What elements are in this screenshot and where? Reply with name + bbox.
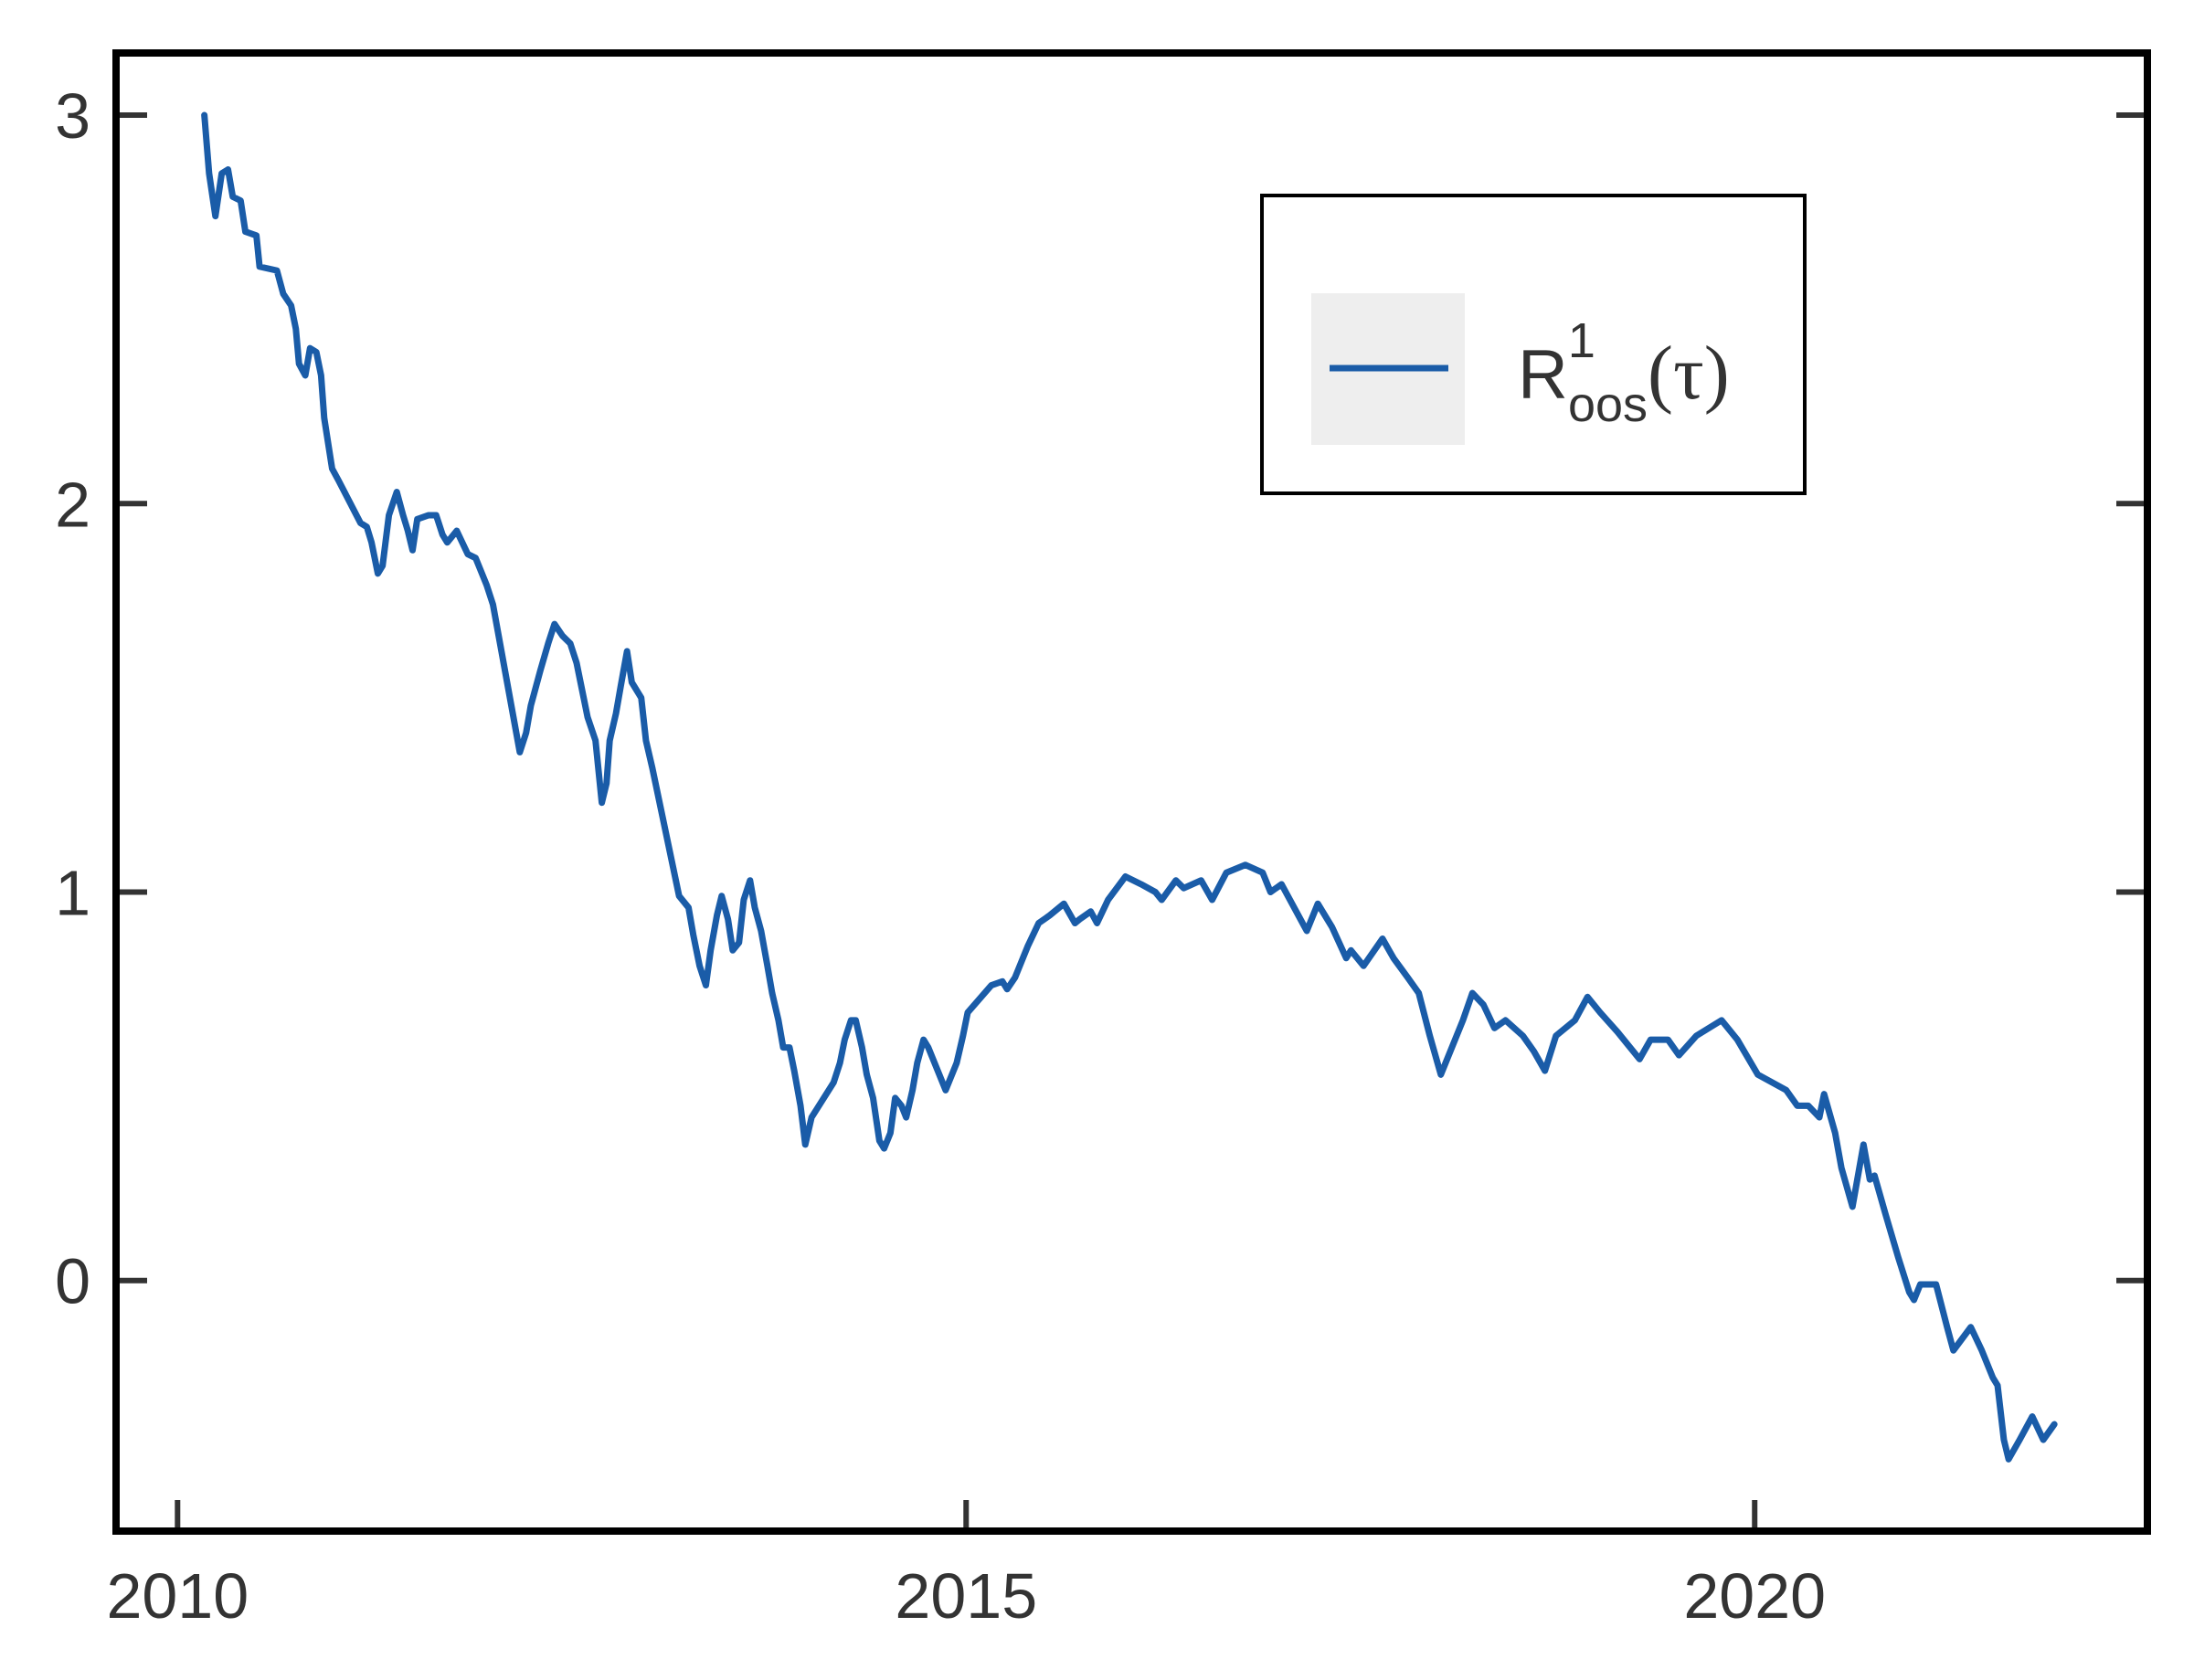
legend: R1 oos(τ) xyxy=(1260,194,1807,495)
plot-frame xyxy=(112,49,2151,1535)
y-tick-label: 3 xyxy=(55,80,90,152)
y-tick-label: 2 xyxy=(55,469,90,540)
legend-label: R1 oos(τ) xyxy=(1518,313,1730,432)
data-line xyxy=(201,111,2058,1463)
x-tick-label: 2010 xyxy=(106,1560,249,1632)
x-tick-label: 2020 xyxy=(1683,1560,1826,1632)
y-tick-label: 1 xyxy=(55,857,90,928)
x-tick-label: 2015 xyxy=(895,1560,1037,1632)
y-tick-label: 0 xyxy=(55,1246,90,1317)
